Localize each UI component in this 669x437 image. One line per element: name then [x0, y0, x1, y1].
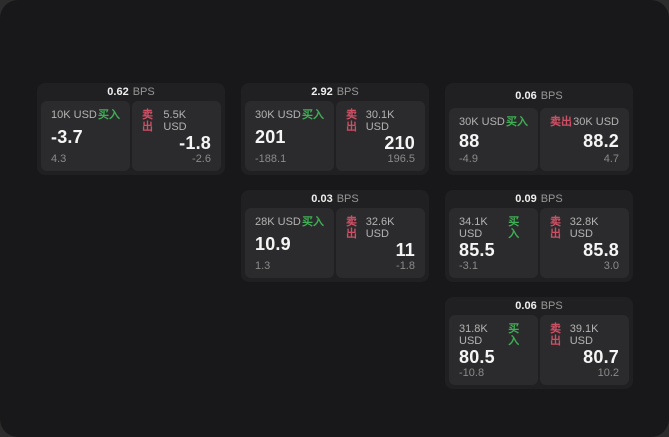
buy-price: 88: [459, 130, 480, 151]
buy-price: -3.7: [51, 127, 83, 147]
bps-unit-label: BPS: [540, 89, 563, 102]
buy-sub-value: -10.8: [459, 367, 485, 379]
bps-unit-label: BPS: [336, 86, 359, 98]
sell-quote-panel[interactable]: 卖出 32.6K USD 11 -1.8: [336, 208, 425, 278]
bps-value: 2.92: [311, 86, 333, 98]
quote-card[interactable]: 0.06 BPS 31.8K USD 买入 80.5 -10.8 卖出 39.1…: [445, 297, 633, 389]
sell-price: 11: [395, 240, 415, 260]
sell-side-label: 卖出: [346, 109, 357, 133]
card-header: 0.09 BPS: [445, 190, 633, 208]
sell-sub-value: -1.8: [396, 260, 415, 272]
buy-size-label: 30K USD: [459, 116, 505, 128]
sell-size-label: 32.6K USD: [365, 216, 395, 240]
buy-sub-value: 1.3: [255, 260, 271, 272]
card-header: 2.92 BPS: [241, 83, 429, 101]
buy-side-label: 买入: [508, 323, 520, 347]
buy-sub-value: 4.3: [51, 153, 67, 165]
buy-size-label: 31.8K USD: [459, 323, 488, 347]
card-header: 0.06 BPS: [445, 297, 633, 315]
quote-card[interactable]: 0.62 BPS 10K USD 买入 -3.7 4.3 卖出 5.5K USD: [37, 83, 225, 175]
sell-quote-panel[interactable]: 卖出 39.1K USD 80.7 10.2: [540, 315, 629, 385]
card-header: 0.03 BPS: [241, 190, 429, 208]
sell-sub-value: 196.5: [387, 153, 415, 165]
bps-value: 0.09: [515, 193, 537, 205]
buy-quote-panel[interactable]: 10K USD 买入 -3.7 4.3: [41, 101, 130, 171]
bps-unit-label: BPS: [132, 86, 155, 98]
sell-price: 210: [384, 133, 415, 153]
quotes-grid: 0.62 BPS 10K USD 买入 -3.7 4.3 卖出 5.5K USD: [37, 83, 669, 389]
quote-card[interactable]: 0.06 BPS 30K USD 买入 88 -4.9 卖出 30K USD: [445, 83, 633, 175]
sell-side-label: 卖出: [550, 116, 572, 128]
card-header: 0.06 BPS: [445, 83, 633, 108]
sell-size-label: 39.1K USD: [569, 323, 599, 347]
quote-card[interactable]: 2.92 BPS 30K USD 买入 201 -188.1 卖出 30.1K …: [241, 83, 429, 175]
buy-price: 201: [255, 127, 286, 147]
buy-price: 85.5: [459, 240, 495, 260]
sell-sub-value: 10.2: [597, 367, 619, 379]
quote-card[interactable]: 0.03 BPS 28K USD 买入 10.9 1.3 卖出 32.6K US…: [241, 190, 429, 282]
sell-quote-panel[interactable]: 卖出 30.1K USD 210 196.5: [336, 101, 425, 171]
sell-price: 88.2: [583, 130, 619, 151]
buy-size-label: 28K USD: [255, 216, 301, 228]
sell-size-label: 30.1K USD: [365, 109, 395, 133]
card-body: 28K USD 买入 10.9 1.3 卖出 32.6K USD 11 -1.8: [241, 208, 429, 282]
sell-quote-panel[interactable]: 卖出 30K USD 88.2 4.7: [540, 108, 629, 171]
sell-size-label: 5.5K USD: [163, 109, 187, 133]
sell-quote-panel[interactable]: 卖出 5.5K USD -1.8 -2.6: [132, 101, 221, 171]
buy-quote-panel[interactable]: 28K USD 买入 10.9 1.3: [245, 208, 334, 278]
buy-quote-panel[interactable]: 30K USD 买入 201 -188.1: [245, 101, 334, 171]
bps-unit-label: BPS: [540, 193, 563, 205]
quote-card[interactable]: 0.09 BPS 34.1K USD 买入 85.5 -3.1 卖出 32.8K…: [445, 190, 633, 282]
bps-value: 0.06: [515, 89, 537, 102]
buy-size-label: 34.1K USD: [459, 216, 488, 240]
sell-side-label: 卖出: [550, 216, 561, 240]
card-header: 0.62 BPS: [37, 83, 225, 101]
sell-sub-value: -2.6: [192, 153, 211, 165]
sell-size-label: 32.8K USD: [569, 216, 599, 240]
buy-quote-panel[interactable]: 30K USD 买入 88 -4.9: [449, 108, 538, 171]
sell-price: -1.8: [179, 133, 211, 153]
buy-quote-panel[interactable]: 34.1K USD 买入 85.5 -3.1: [449, 208, 538, 278]
bps-unit-label: BPS: [336, 193, 359, 205]
card-body: 31.8K USD 买入 80.5 -10.8 卖出 39.1K USD 80.…: [445, 315, 633, 389]
bps-unit-label: BPS: [540, 300, 563, 312]
buy-sub-value: -4.9: [459, 153, 478, 165]
sell-sub-value: 4.7: [603, 153, 619, 165]
card-body: 30K USD 买入 88 -4.9 卖出 30K USD 88.2 4.7: [445, 108, 633, 175]
buy-sub-value: -3.1: [459, 260, 478, 272]
sell-size-label: 30K USD: [573, 116, 619, 128]
buy-price: 80.5: [459, 347, 495, 367]
buy-sub-value: -188.1: [255, 153, 287, 165]
buy-size-label: 30K USD: [255, 109, 301, 121]
buy-side-label: 买入: [98, 109, 120, 121]
card-body: 34.1K USD 买入 85.5 -3.1 卖出 32.8K USD 85.8…: [445, 208, 633, 282]
card-body: 10K USD 买入 -3.7 4.3 卖出 5.5K USD -1.8 -2.…: [37, 101, 225, 175]
bps-value: 0.03: [311, 193, 333, 205]
bps-value: 0.06: [515, 300, 537, 312]
bps-value: 0.62: [107, 86, 129, 98]
buy-side-label: 买入: [506, 116, 528, 128]
buy-size-label: 10K USD: [51, 109, 97, 121]
buy-side-label: 买入: [302, 216, 324, 228]
sell-sub-value: 3.0: [603, 260, 619, 272]
card-body: 30K USD 买入 201 -188.1 卖出 30.1K USD 210 1…: [241, 101, 429, 175]
sell-side-label: 卖出: [142, 109, 153, 133]
sell-quote-panel[interactable]: 卖出 32.8K USD 85.8 3.0: [540, 208, 629, 278]
sell-side-label: 卖出: [550, 323, 561, 347]
sell-price: 85.8: [583, 240, 619, 260]
buy-quote-panel[interactable]: 31.8K USD 买入 80.5 -10.8: [449, 315, 538, 385]
sell-price: 80.7: [583, 347, 619, 367]
sell-side-label: 卖出: [346, 216, 357, 240]
buy-side-label: 买入: [508, 216, 520, 240]
buy-side-label: 买入: [302, 109, 324, 121]
buy-price: 10.9: [255, 234, 291, 254]
